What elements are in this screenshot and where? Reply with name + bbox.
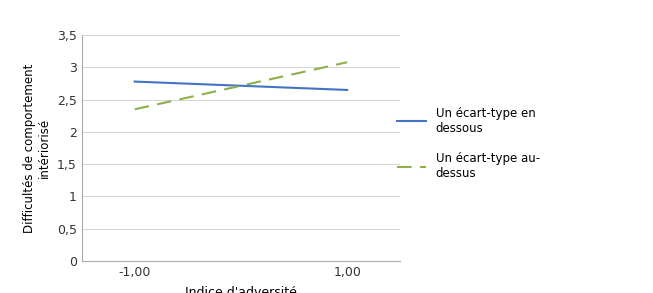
Y-axis label: Difficultés de comportement
intériorisé: Difficultés de comportement intériorisé — [24, 63, 51, 233]
Un écart-type au-
dessus — [131, 108, 138, 111]
X-axis label: Indice d'adversité: Indice d'adversité — [185, 286, 297, 293]
Line: Un écart-type au-
dessus: Un écart-type au- dessus — [135, 62, 347, 109]
Un écart-type en
dessous — [343, 88, 351, 92]
Un écart-type au-
dessus — [343, 60, 351, 64]
Line: Un écart-type en
dessous: Un écart-type en dessous — [135, 81, 347, 90]
Legend: Un écart-type en
dessous, Un écart-type au-
dessus: Un écart-type en dessous, Un écart-type … — [397, 107, 540, 180]
Un écart-type en
dessous — [131, 80, 138, 83]
